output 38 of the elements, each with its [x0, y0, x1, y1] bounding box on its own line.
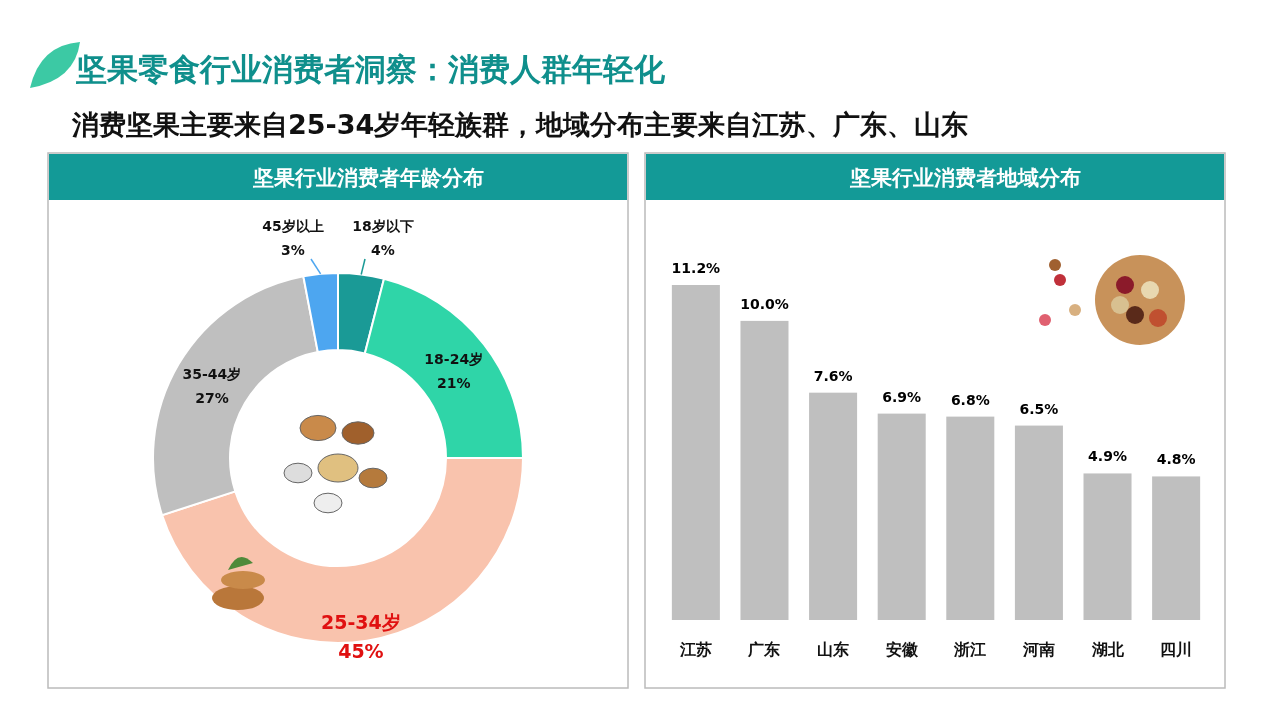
chart-title: 坚果行业消费者地域分布 [848, 166, 1081, 190]
x-tick-label: 河南 [1021, 641, 1055, 658]
bar [877, 413, 926, 620]
bar [1014, 425, 1063, 620]
bar [1152, 476, 1201, 620]
x-tick-label: 安徽 [885, 640, 919, 658]
data-label: 27% [195, 390, 229, 407]
x-tick-label: 湖北 [1090, 641, 1125, 658]
bar [740, 320, 789, 620]
bar [1083, 473, 1132, 620]
slice-label: 25-34岁 [321, 610, 401, 633]
slice-label: 45岁以上 [262, 218, 324, 234]
text: 坚果零食行业消费者洞察：消费人群年轻化 [75, 51, 666, 87]
text: 消费坚果主要来自25-34岁年轻族群，地域分布主要来自江苏、广东、山东 [71, 109, 969, 140]
data-label: 3% [281, 242, 305, 258]
data-label: 45% [338, 639, 384, 662]
x-tick-label: 山东 [817, 641, 850, 658]
data-label: 6.8% [950, 391, 990, 408]
data-label: 7.6% [813, 367, 853, 384]
data-label: 6.9% [882, 388, 922, 405]
x-tick-label: 浙江 [953, 641, 987, 658]
bar [946, 416, 995, 620]
x-tick-label: 广东 [747, 641, 781, 658]
bar [809, 392, 858, 620]
data-label: 10.0% [740, 295, 789, 312]
data-label: 21% [437, 375, 471, 392]
data-label: 6.5% [1019, 400, 1059, 417]
x-tick-label: 四川 [1160, 641, 1193, 658]
chart-title: 坚果行业消费者年龄分布 [251, 166, 484, 190]
data-label: 4.9% [1088, 448, 1127, 465]
slice-label: 18岁以下 [352, 218, 414, 234]
data-label: 4% [371, 242, 395, 258]
data-label: 11.2% [671, 260, 721, 276]
x-tick-label: 江苏 [678, 641, 712, 658]
slice-label: 18-24岁 [424, 351, 484, 368]
bar [671, 285, 720, 620]
data-label: 4.8% [1156, 451, 1196, 468]
slice-label: 35-44岁 [182, 366, 242, 383]
